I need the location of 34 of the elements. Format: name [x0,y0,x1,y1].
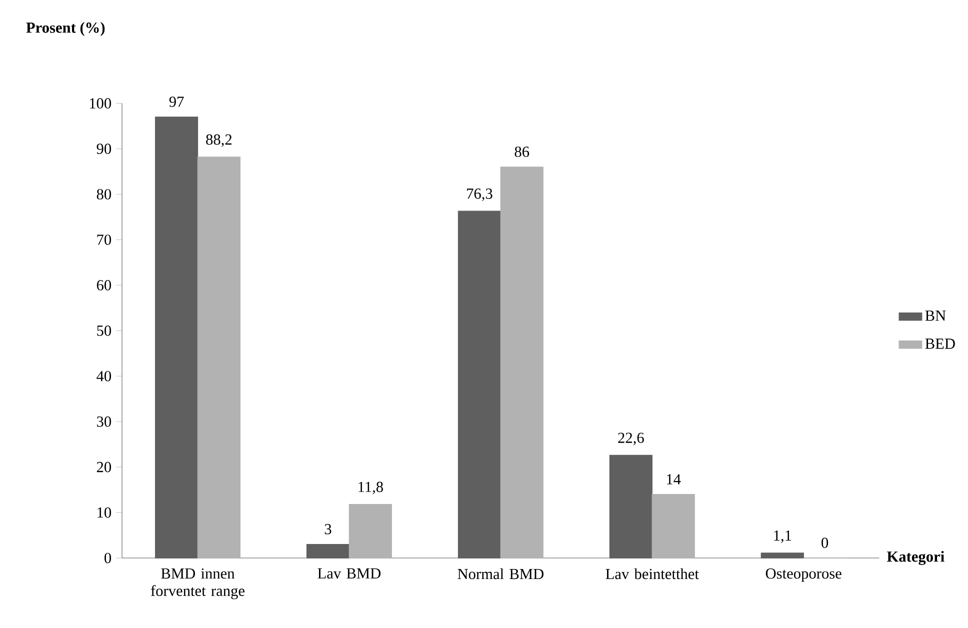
x-tick-label: Lav beintetthet [606,568,699,580]
bar [500,166,544,558]
x-tick-label: Normal BMD [458,568,544,580]
y-tick-label: 50 [97,325,112,336]
data-label: 3 [324,524,332,534]
y-tick-label: 0 [104,552,112,564]
data-label: 14 [667,474,681,484]
x-tick-label: Lav BMD [318,568,381,579]
y-axis-title: Prosent (%) [26,22,105,36]
bar [197,156,240,558]
y-tick-label: 10 [98,507,112,518]
data-label: 11,8 [358,482,383,494]
legend-label: BED [925,338,955,349]
data-label: 1,1 [774,530,792,543]
data-label: 88,2 [206,134,232,147]
legend-label: BN [925,310,946,321]
data-label: 22,6 [618,432,644,446]
y-tick-label: 70 [97,234,112,245]
y-tick-label: 60 [96,280,112,290]
x-axis-title: Kategori [886,550,944,565]
data-label: 86 [514,146,530,157]
data-label: 97 [169,96,184,107]
bar [652,494,695,558]
y-tick-label: 90 [96,144,112,154]
y-tick-label: 30 [97,416,112,427]
data-label: 0 [822,538,828,548]
y-tick-label: 100 [90,98,112,108]
y-tick-label: 80 [96,189,112,200]
x-tick-label: BMD innen forventet range [150,568,244,600]
y-tick-label: 40 [96,370,112,382]
data-label: 76,3 [467,188,492,202]
x-tick-label: Osteoporose [766,568,842,582]
y-tick-label: 20 [96,462,112,472]
bar [348,504,392,558]
